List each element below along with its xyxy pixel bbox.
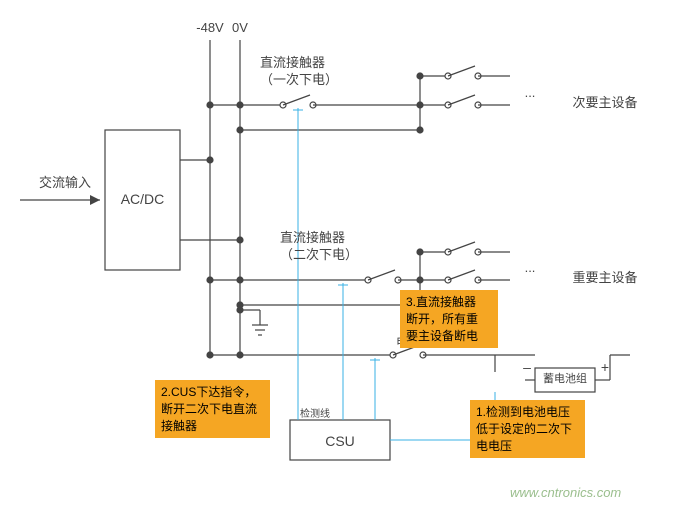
- note-1: 1.检测到电池电压 低于设定的二次下 电电压: [470, 400, 585, 458]
- note-3: 3.直流接触器 断开，所有重 要主设备断电: [400, 290, 498, 348]
- battery-plus: +: [600, 358, 610, 376]
- detect-line-label: 检测线: [300, 405, 330, 420]
- watermark: www.cntronics.com: [510, 485, 621, 500]
- note-2: 2.CUS下达指令， 断开二次下电直流 接触器: [155, 380, 270, 438]
- neg48-label: -48V: [190, 20, 230, 37]
- important-load-label: 重要主设备: [565, 270, 645, 287]
- zero-label: 0V: [225, 20, 255, 37]
- csu-label: CSU: [310, 432, 370, 450]
- ellipsis-1: ...: [520, 85, 540, 102]
- contactor1-label: 直流接触器 （一次下电）: [260, 55, 380, 89]
- ellipsis-2: ...: [520, 260, 540, 277]
- battery-minus: –: [522, 358, 532, 376]
- contactor2-label: 直流接触器 （二次下电）: [280, 230, 400, 264]
- secondary-load-label: 次要主设备: [565, 95, 645, 112]
- ac-input-label: 交流输入: [30, 175, 100, 192]
- battery-pack-label: 蓄电池组: [540, 372, 590, 386]
- acdc-label: AC/DC: [115, 190, 170, 208]
